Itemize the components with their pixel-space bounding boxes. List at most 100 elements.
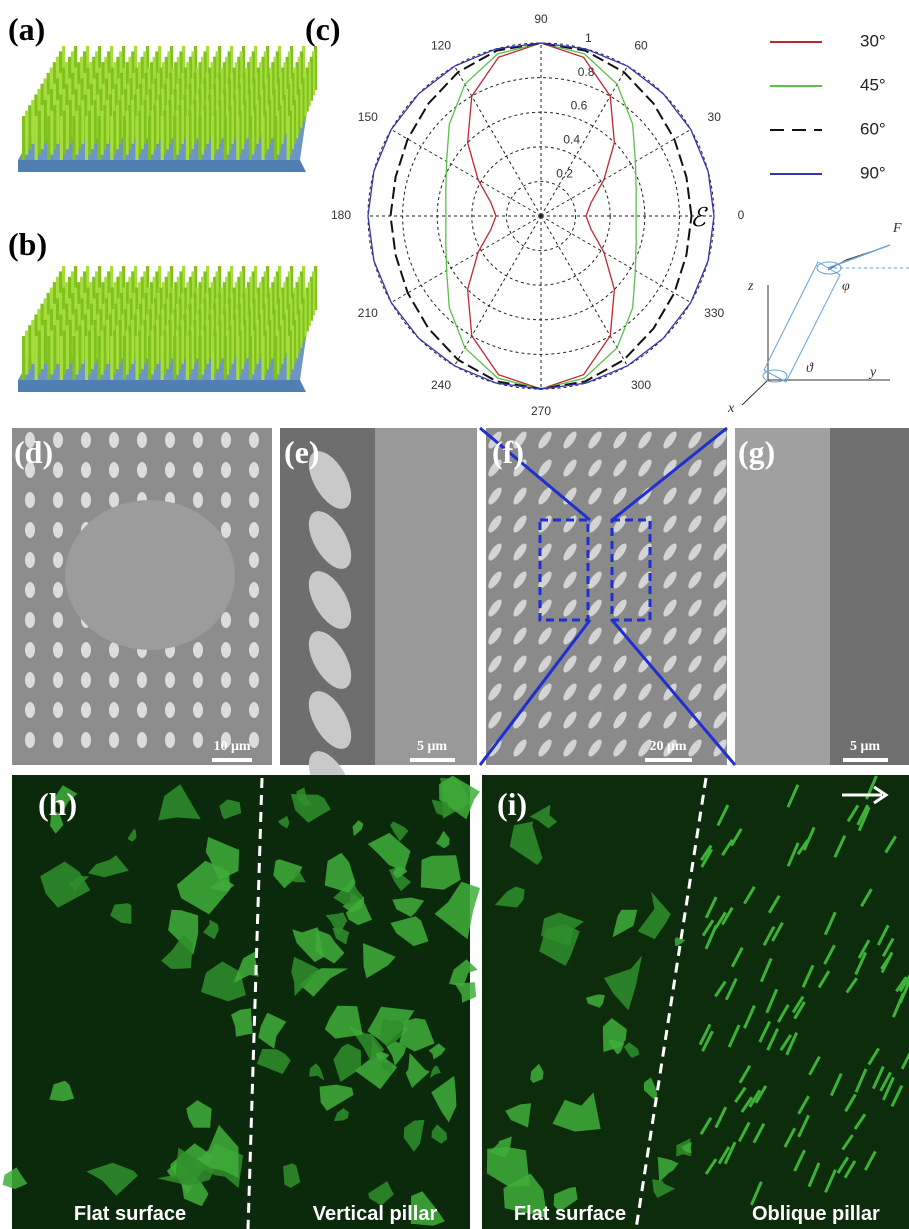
pillar <box>85 336 89 380</box>
pillar <box>190 78 195 123</box>
pillar <box>222 282 226 327</box>
cell <box>762 925 776 947</box>
pillar <box>87 330 92 375</box>
pillar <box>286 83 291 128</box>
pillar <box>47 116 51 160</box>
pillar <box>588 711 602 729</box>
pillar <box>291 292 295 337</box>
panel-label: (h) <box>38 786 77 822</box>
cell <box>435 830 450 849</box>
cell <box>701 1030 714 1052</box>
pillar <box>50 330 54 375</box>
pillar <box>272 89 276 134</box>
pillar <box>220 94 224 139</box>
pillar <box>158 314 162 359</box>
pillar <box>198 116 202 160</box>
cell <box>704 896 718 919</box>
cell <box>333 1043 361 1082</box>
pillar <box>160 336 164 380</box>
pillar <box>85 116 89 160</box>
pillar <box>263 330 267 375</box>
cell <box>379 1018 409 1048</box>
r-tick-label: 0.6 <box>571 99 588 113</box>
pillar <box>265 105 269 150</box>
cell <box>585 994 605 1008</box>
pillar <box>93 99 97 144</box>
pillar-top <box>81 492 91 508</box>
pillar <box>198 336 202 380</box>
cell <box>368 1181 394 1206</box>
scale-bar-label: 5 μm <box>850 739 880 754</box>
pillar <box>185 89 190 134</box>
pillar <box>290 46 294 90</box>
pillar <box>239 78 244 123</box>
cell <box>449 959 478 987</box>
panel-label: (c) <box>305 11 341 47</box>
pillar <box>281 287 285 332</box>
pillar <box>538 627 552 645</box>
pillar <box>135 336 139 380</box>
pillar <box>215 298 219 343</box>
pillar <box>56 99 60 144</box>
pillar <box>175 110 179 155</box>
pillar-top <box>193 642 203 658</box>
pillar <box>110 336 114 380</box>
pillar-top <box>193 492 203 508</box>
zoom-box <box>610 518 652 622</box>
cell <box>390 916 429 947</box>
pillar <box>160 116 164 160</box>
cell <box>786 784 800 808</box>
pillar <box>513 683 527 701</box>
pillar <box>305 67 309 112</box>
pillar <box>200 276 205 321</box>
pillar <box>261 116 265 160</box>
pillar-top <box>53 552 63 568</box>
pillar <box>232 287 236 332</box>
pillar <box>166 298 170 343</box>
pillar <box>237 303 241 348</box>
pillar <box>563 431 577 449</box>
pillar <box>303 292 307 337</box>
cell <box>352 820 364 837</box>
cell <box>884 835 897 854</box>
pillar <box>663 515 677 533</box>
cell <box>273 859 303 889</box>
pillar <box>183 314 187 359</box>
pillar <box>276 330 280 375</box>
pillar <box>153 325 157 370</box>
zoom-line <box>479 426 591 522</box>
pillar <box>488 487 502 505</box>
pillar <box>262 83 266 128</box>
pillar <box>488 655 502 673</box>
pillar <box>40 105 44 150</box>
cell <box>657 1156 679 1183</box>
pillar <box>290 266 294 310</box>
cell <box>88 855 129 878</box>
pillar-top <box>165 702 175 718</box>
pillar <box>663 711 677 729</box>
pillar <box>307 282 311 327</box>
pillar <box>663 487 677 505</box>
cell <box>863 1150 877 1171</box>
pillar-top <box>53 432 63 448</box>
pillar <box>488 627 502 645</box>
pillar <box>295 62 299 107</box>
cell <box>817 970 831 989</box>
pillar <box>186 62 190 107</box>
pillar <box>186 282 190 327</box>
pillar-top <box>221 702 231 718</box>
cell <box>431 1124 448 1144</box>
pillar <box>225 303 229 348</box>
pillar <box>291 72 295 117</box>
pillar <box>230 266 234 310</box>
cell <box>843 1160 857 1179</box>
pillar <box>182 46 186 90</box>
pillar <box>158 94 162 139</box>
pillar <box>297 309 301 354</box>
pillar <box>588 543 602 561</box>
cell <box>714 980 727 998</box>
pillar <box>513 599 527 617</box>
grid-spoke <box>390 215 542 303</box>
pillar <box>43 319 47 364</box>
